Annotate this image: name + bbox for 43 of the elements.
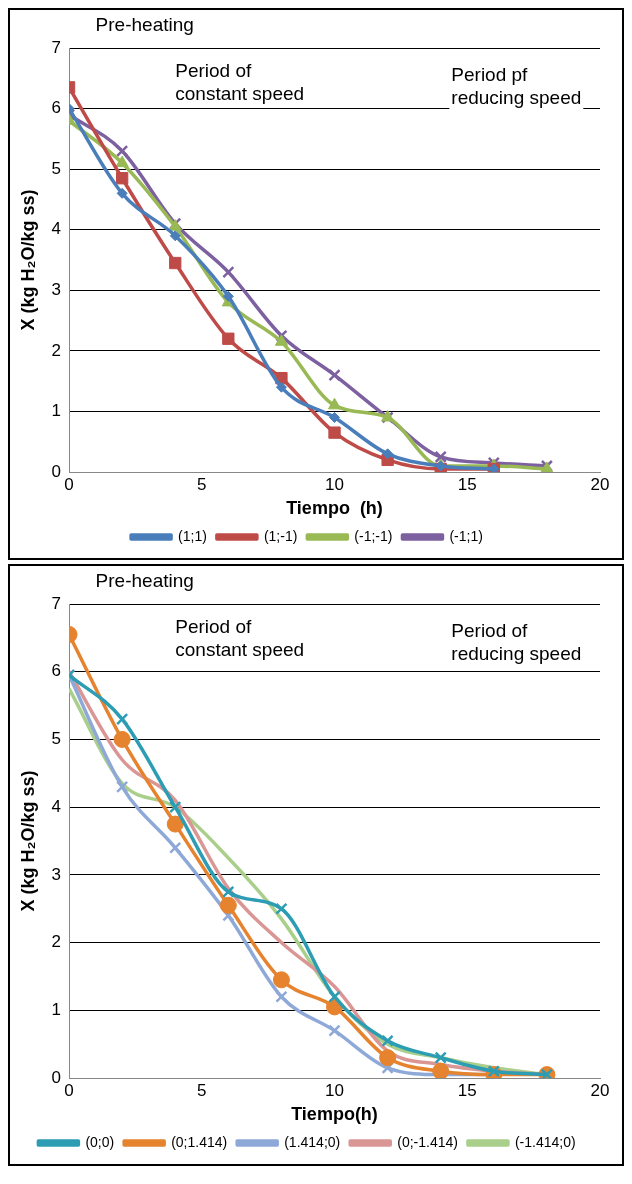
y-tick-label: 0 — [51, 1067, 62, 1087]
legend-label: (-1;1) — [449, 527, 483, 544]
x-axis-title: Tiempo (h) — [286, 498, 383, 519]
y-tick-label: 7 — [51, 37, 62, 57]
legend-label: (1.414;0) — [284, 1133, 341, 1150]
x-tick-label: 15 — [457, 1080, 477, 1100]
legend-label: (0;-1.414) — [397, 1133, 458, 1150]
y-tick-label: 2 — [51, 340, 62, 360]
x-tick-label: 5 — [197, 474, 207, 494]
legend-label: (-1;-1) — [354, 527, 393, 544]
annotation: Period of reducing speed — [451, 619, 582, 664]
y-tick-label: 3 — [51, 279, 62, 299]
legend-label: (-1.414;0) — [514, 1133, 576, 1150]
legend-label: (0;1.414) — [171, 1133, 228, 1150]
y-tick-label: 6 — [51, 661, 62, 681]
x-tick-label: 10 — [325, 474, 344, 494]
y-tick-label: 4 — [51, 219, 62, 239]
y-tick-label: 5 — [51, 729, 62, 749]
legend-label: (1;-1) — [263, 527, 298, 544]
text: Pre-heating — [95, 569, 194, 591]
x-tick-label: 20 — [590, 474, 610, 494]
y-tick-label: 3 — [51, 864, 62, 884]
text: Pre-heating — [95, 13, 194, 35]
x-tick-label: 20 — [590, 1080, 610, 1100]
x-tick-label: 15 — [457, 474, 477, 494]
y-tick-label: 7 — [51, 593, 62, 613]
legend-label: (1;1) — [178, 527, 207, 544]
y-tick-label: 0 — [51, 461, 62, 481]
annotation: Period of constant speed — [175, 59, 305, 104]
y-tick-label: 1 — [51, 999, 62, 1019]
y-tick-label: 1 — [51, 401, 62, 421]
x-tick-label: 5 — [197, 1080, 207, 1100]
y-tick-label: 4 — [51, 796, 62, 816]
y-tick-label: 2 — [51, 932, 62, 952]
y-tick-label: 5 — [51, 158, 62, 178]
annotation: Period pf reducing speed — [451, 63, 582, 108]
legend-label: (0;0) — [85, 1133, 115, 1150]
x-axis-title: Tiempo(h) — [291, 1104, 378, 1125]
x-tick-label: 10 — [325, 1080, 344, 1100]
annotation: Period of constant speed — [175, 615, 305, 660]
y-axis-title: X (kg H₂O/kg ss) — [17, 189, 38, 331]
y-axis-title: X (kg H₂O/kg ss) — [17, 770, 38, 912]
y-tick-label: 6 — [51, 98, 62, 118]
